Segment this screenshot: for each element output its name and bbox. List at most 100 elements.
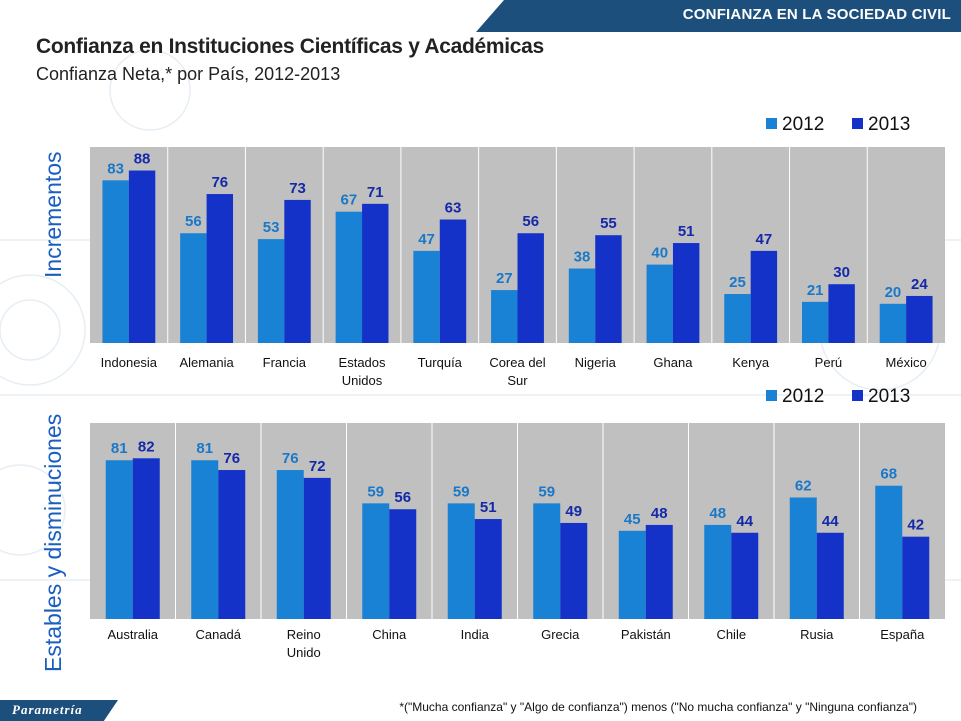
bar-2013 (816, 532, 844, 619)
data-label-2012: 62 (795, 477, 812, 494)
data-label-2013: 30 (833, 264, 850, 281)
data-label-2012: 38 (574, 249, 591, 266)
bar-2013 (389, 509, 417, 619)
category-label: Indonesia (101, 355, 158, 370)
bar-2013 (560, 522, 588, 619)
logo-text: Parametría (12, 702, 83, 717)
category-label: India (461, 627, 490, 642)
parametria-logo: Parametría (0, 700, 118, 721)
footnote: *("Mucha confianza" y "Algo de confianza… (399, 700, 917, 714)
bar-2013 (284, 199, 311, 343)
category-label: Unidos (342, 373, 383, 388)
bar-2012 (618, 530, 646, 619)
data-label-2013: 63 (445, 200, 462, 217)
section-header: CONFIANZA EN LA SOCIEDAD CIVIL (476, 0, 961, 32)
bar-2012 (257, 239, 285, 343)
bar-2012 (789, 497, 817, 619)
category-label: Perú (815, 355, 842, 370)
bar-2012 (335, 211, 363, 343)
data-label-2012: 47 (418, 231, 435, 248)
bar-2013 (595, 235, 622, 343)
data-label-2012: 21 (807, 282, 824, 299)
category-label: Rusia (800, 627, 834, 642)
bar-2012 (533, 503, 561, 619)
legend-swatch-2012 (766, 118, 777, 129)
data-label-2012: 45 (624, 511, 641, 528)
category-label: Francia (263, 355, 307, 370)
legend-swatch-2013 (852, 390, 863, 401)
bar-2013 (132, 458, 160, 619)
category-label: Unido (287, 645, 321, 660)
bar-2012 (801, 301, 829, 343)
bar-2012 (362, 503, 390, 619)
category-label: Kenya (732, 355, 770, 370)
data-label-2013: 72 (309, 458, 326, 475)
data-label-2013: 76 (223, 450, 240, 467)
bar-2013 (902, 536, 930, 619)
data-label-2013: 42 (907, 517, 924, 534)
data-label-2012: 20 (885, 284, 902, 301)
data-label-2012: 27 (496, 270, 513, 287)
category-label: Grecia (541, 627, 580, 642)
category-label: Nigeria (575, 355, 617, 370)
bar-2013 (128, 170, 156, 343)
bar-2013 (731, 532, 759, 619)
data-label-2013: 51 (480, 499, 497, 516)
bar-2013 (206, 194, 234, 343)
data-label-2012: 67 (340, 192, 357, 209)
bar-2013 (303, 477, 331, 619)
bar-2012 (724, 294, 751, 343)
data-label-2013: 56 (522, 213, 539, 230)
bar-2012 (568, 268, 596, 343)
data-label-2012: 56 (185, 213, 202, 230)
data-label-2012: 81 (196, 440, 213, 457)
category-label: Corea del (489, 355, 545, 370)
bar-2012 (646, 264, 673, 343)
bar-2013 (645, 524, 673, 619)
section-header-title: CONFIANZA EN LA SOCIEDAD CIVIL (682, 6, 951, 23)
bar-2012 (102, 180, 129, 343)
bar-2012 (413, 250, 440, 343)
data-label-2013: 56 (394, 489, 411, 506)
bar-2013 (474, 519, 502, 619)
data-label-2012: 83 (107, 160, 124, 177)
bar-2012 (879, 303, 907, 343)
category-label: Reino (287, 627, 321, 642)
legend-label-2013: 2013 (868, 386, 910, 407)
bar-2012 (447, 503, 475, 619)
bar-2012 (491, 290, 518, 343)
legend-swatch-2012 (766, 390, 777, 401)
data-label-2012: 76 (282, 450, 299, 467)
category-label: Pakistán (621, 627, 671, 642)
category-label: China (372, 627, 407, 642)
data-label-2013: 48 (651, 505, 668, 522)
category-label: Alemania (179, 355, 234, 370)
bar-2013 (439, 219, 467, 343)
bar-2012 (105, 460, 133, 619)
category-label: España (880, 627, 925, 642)
category-label: Australia (107, 627, 158, 642)
data-label-2012: 53 (263, 219, 280, 236)
data-label-2013: 24 (911, 276, 928, 293)
data-label-2013: 55 (600, 215, 617, 232)
bar-2012 (180, 233, 207, 343)
data-label-2012: 40 (651, 245, 668, 262)
data-label-2013: 71 (367, 184, 384, 201)
data-label-2013: 44 (736, 513, 753, 530)
data-label-2013: 73 (289, 180, 306, 197)
data-label-2013: 51 (678, 223, 695, 240)
category-label: Ghana (653, 355, 693, 370)
bar-2013 (828, 284, 855, 343)
chart-subtitle: Confianza Neta,* por País, 2012-2013 (36, 64, 341, 84)
data-label-2013: 88 (134, 151, 151, 168)
bar-2013 (362, 203, 389, 343)
bar-2012 (276, 470, 304, 619)
legend-label-2013: 2013 (868, 114, 910, 135)
legend-label-2012: 2012 (782, 114, 824, 135)
data-label-2013: 44 (822, 513, 839, 530)
category-label: Sur (507, 373, 528, 388)
category-label: Estados (339, 355, 386, 370)
data-label-2013: 47 (756, 231, 773, 248)
bar-2013 (906, 295, 933, 343)
